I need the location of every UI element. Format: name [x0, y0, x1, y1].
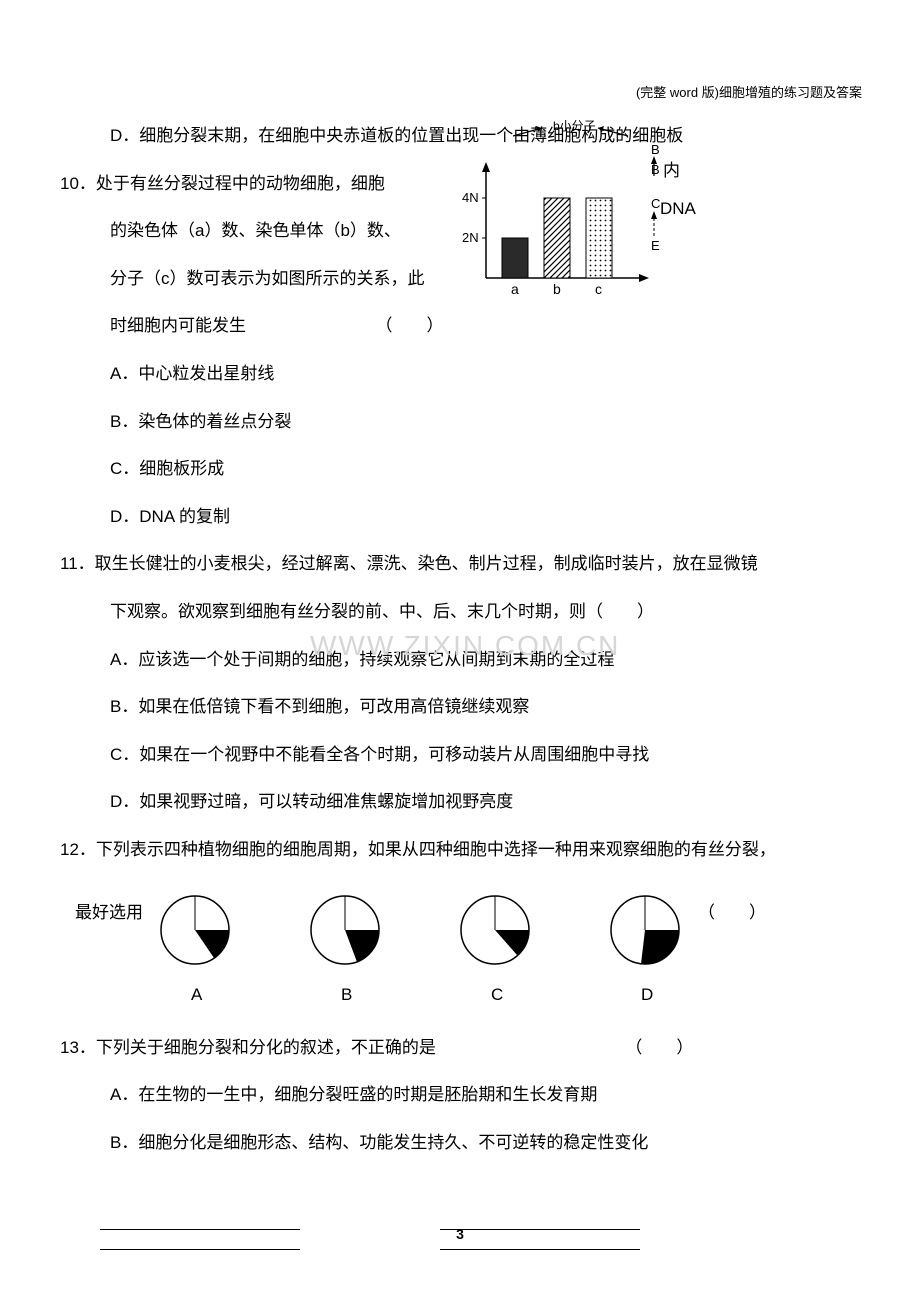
pie-C-label: C: [491, 985, 503, 1004]
q13-line1: 13．下列关于细胞分裂和分化的叙述，不正确的是 （ ）: [60, 1024, 870, 1072]
pie-D-label: D: [641, 985, 653, 1004]
q13-block: 13．下列关于细胞分裂和分化的叙述，不正确的是 （ ） A．在生物的一生中，细胞…: [50, 1024, 870, 1167]
ytick-2n: 2N: [462, 230, 479, 245]
q10-bar-chart: b小分子 4N 2N a b c B 内 B C DNA E: [458, 118, 698, 318]
q12-pie-row: A B C D: [155, 892, 715, 1017]
q11-option-c: C．如果在一个视野中不能看全各个时期，可移动装片从周围细胞中寻找: [110, 731, 870, 779]
right-label-top: 内: [663, 161, 680, 180]
pie-A: A: [161, 896, 229, 1004]
arrow-label-B1: B: [651, 142, 660, 157]
right-label-dna: DNA: [660, 199, 697, 218]
footer-rule-left-bottom: [100, 1249, 300, 1250]
bar-a: [502, 238, 528, 278]
page-number: 3: [0, 1226, 920, 1242]
q10-line4-text: 时细胞内可能发生: [110, 316, 246, 335]
bar-chart-svg: b小分子 4N 2N a b c B 内 B C DNA E: [458, 118, 698, 318]
q10-option-d: D．DNA 的复制: [110, 493, 870, 541]
pie-B-label: B: [341, 985, 352, 1004]
pie-row-svg: A B C D: [155, 892, 715, 1012]
pie-D: D: [611, 896, 679, 1004]
arrow-label-C: C: [651, 196, 660, 211]
q13-paren: （ ）: [625, 1024, 693, 1072]
footer-rule-right-bottom: [440, 1249, 640, 1250]
pie-A-label: A: [191, 985, 203, 1004]
watermark: WWW.ZIXIN.COM.CN: [310, 630, 620, 662]
q11-block: 11．取生长健壮的小麦根尖，经过解离、漂洗、染色、制片过程，制成临时装片，放在显…: [50, 540, 870, 826]
q13-option-b: B．细胞分化是细胞形态、结构、功能发生持久、不可逆转的稳定性变化: [110, 1119, 870, 1167]
arrow-label-B2: B: [651, 162, 660, 177]
q10-option-b: B．染色体的着丝点分裂: [110, 398, 870, 446]
q11-option-d: D．如果视野过暗，可以转动细准焦螺旋增加视野亮度: [110, 778, 870, 826]
q13-line1-text: 13．下列关于细胞分裂和分化的叙述，不正确的是: [60, 1038, 436, 1057]
xlabel-c: c: [595, 281, 602, 297]
q10-option-a: A．中心粒发出星射线: [110, 350, 870, 398]
q11-line1: 11．取生长健壮的小麦根尖，经过解离、漂洗、染色、制片过程，制成临时装片，放在显…: [60, 540, 870, 588]
q10-paren: （ ）: [375, 302, 443, 350]
xlabel-a: a: [511, 281, 519, 297]
q12-line1: 12．下列表示四种植物细胞的细胞周期，如果从四种细胞中选择一种用来观察细胞的有丝…: [60, 826, 870, 874]
arrow-label-E: E: [651, 238, 660, 253]
page-header: (完整 word 版)细胞增殖的练习题及答案: [636, 82, 862, 101]
ytick-4n: 4N: [462, 190, 479, 205]
q11-option-b: B．如果在低倍镜下看不到细胞，可改用高倍镜继续观察: [110, 683, 870, 731]
q13-option-a: A．在生物的一生中，细胞分裂旺盛的时期是胚胎期和生长发育期: [110, 1071, 870, 1119]
q12-prefix: 最好选用: [75, 898, 143, 923]
chart-top-label: b小分子: [553, 119, 596, 133]
q10-option-c: C．细胞板形成: [110, 445, 870, 493]
q11-line2: 下观察。欲观察到细胞有丝分裂的前、中、后、末几个时期，则（ ）: [110, 588, 870, 636]
bar-c: [586, 198, 612, 278]
pie-C: C: [461, 896, 529, 1004]
pie-B: B: [311, 896, 379, 1004]
bar-b: [544, 198, 570, 278]
xlabel-b: b: [553, 281, 561, 297]
